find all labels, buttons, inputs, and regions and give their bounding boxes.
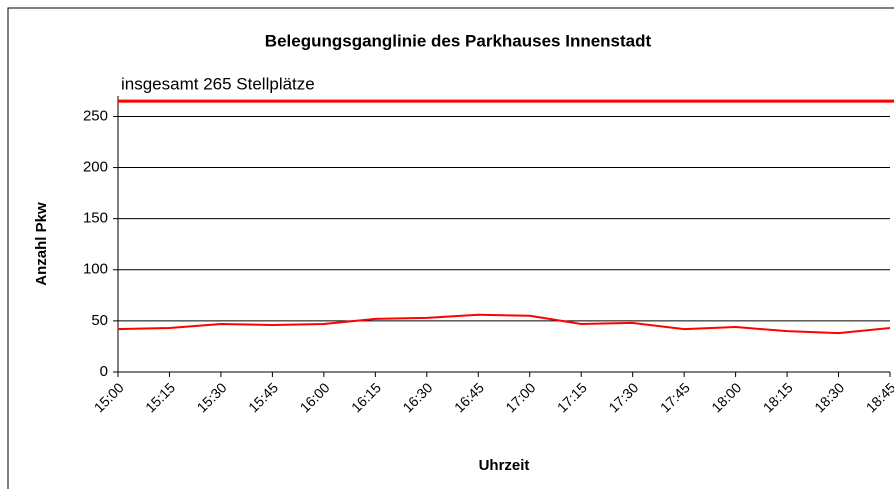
y-tick-label: 150 [83, 210, 108, 227]
chart-title: Belegungsganglinie des Parkhauses Innens… [265, 31, 652, 50]
chart-frame [7, 7, 894, 489]
reference-label: insgesamt 265 Stellplätze [121, 75, 315, 94]
y-axis-label: Anzahl Pkw [33, 202, 50, 286]
y-tick-label: 200 [83, 159, 108, 176]
y-tick-label: 0 [100, 363, 108, 380]
y-tick-label: 50 [91, 312, 108, 329]
y-tick-label: 250 [83, 107, 108, 124]
x-axis-label: Uhrzeit [479, 457, 530, 474]
y-tick-label: 100 [83, 261, 108, 278]
data-line [117, 313, 891, 335]
